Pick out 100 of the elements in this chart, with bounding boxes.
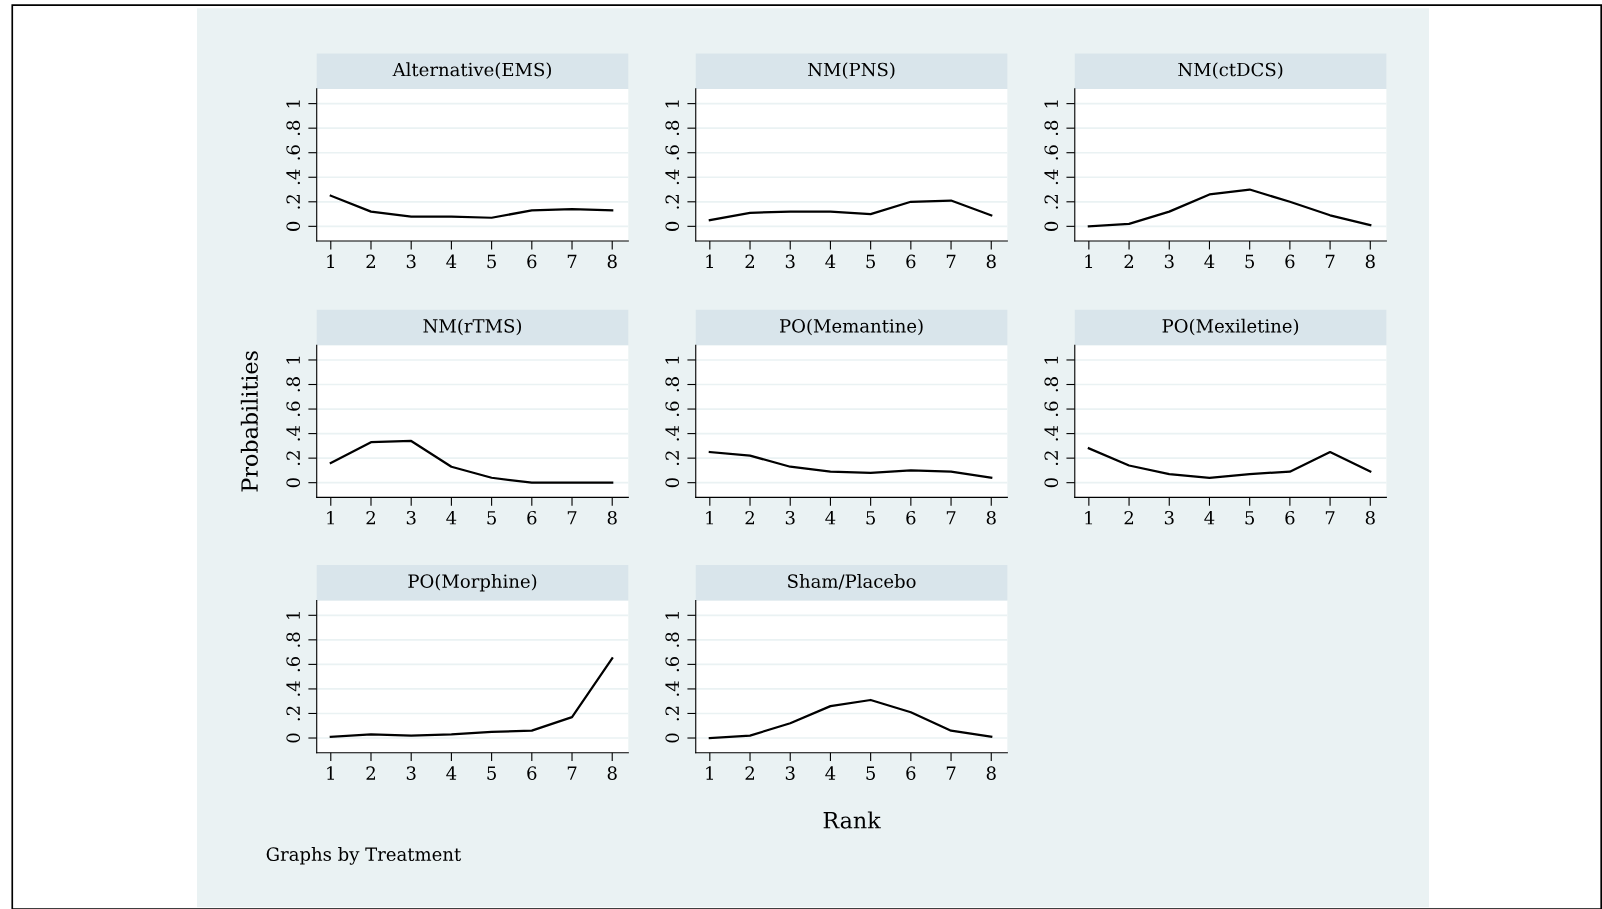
y-tick-label: .6 bbox=[286, 145, 301, 160]
x-tick-label: 6 bbox=[527, 766, 537, 780]
x-tick-label: 2 bbox=[1124, 254, 1134, 268]
y-tick-label: 0 bbox=[286, 733, 301, 743]
x-tick-label: 1 bbox=[1085, 254, 1093, 268]
y-tick-label: 1 bbox=[286, 100, 300, 108]
y-tick-label: 1 bbox=[665, 612, 679, 619]
line-series bbox=[708, 698, 993, 740]
y-tick-label: 0 bbox=[286, 478, 301, 488]
y-tick-label: .2 bbox=[286, 706, 301, 721]
x-tick-label: 3 bbox=[406, 254, 416, 269]
x-tick-label: 2 bbox=[745, 254, 754, 268]
x-tick-label: 7 bbox=[1325, 511, 1335, 525]
y-tick-label: .8 bbox=[1044, 377, 1059, 392]
x-tick-label: 1 bbox=[706, 766, 713, 780]
y-tick-label: 1 bbox=[665, 356, 679, 364]
line-series bbox=[1087, 447, 1372, 479]
x-tick-label: 8 bbox=[1365, 510, 1375, 525]
x-tick-label: 8 bbox=[607, 254, 617, 269]
y-tick-label: 1 bbox=[1044, 100, 1058, 108]
x-tick-label: 8 bbox=[986, 254, 996, 269]
y-tick-label: 0 bbox=[1044, 221, 1059, 231]
x-tick-label: 4 bbox=[1204, 510, 1215, 525]
y-tick-label: .8 bbox=[1044, 120, 1059, 136]
chart-title: NM(rTMS) bbox=[423, 318, 522, 336]
y-tick-label: 0 bbox=[286, 221, 301, 231]
x-tick-label: 4 bbox=[825, 766, 836, 780]
chart-title: NM(PNS) bbox=[808, 62, 895, 79]
x-tick-label: 2 bbox=[366, 510, 375, 525]
x-tick-label: 4 bbox=[446, 766, 457, 780]
y-tick-label: .4 bbox=[665, 425, 680, 441]
y-tick-label: .2 bbox=[665, 706, 680, 721]
chart-title: PO(Memantine) bbox=[780, 318, 923, 336]
x-tick-label: 5 bbox=[866, 254, 875, 269]
chart-title: NM(ctDCS) bbox=[1178, 62, 1283, 79]
y-tick-label: .4 bbox=[286, 169, 301, 185]
y-tick-label: .8 bbox=[665, 120, 680, 136]
y-tick-label: .6 bbox=[665, 401, 680, 416]
x-tick-label: 5 bbox=[866, 766, 875, 780]
x-axis-title: Rank bbox=[823, 811, 881, 829]
chart-title: PO(Mexiletine) bbox=[1162, 318, 1299, 336]
line-series bbox=[1087, 188, 1372, 228]
x-tick-label: 2 bbox=[745, 766, 754, 780]
y-tick-label: .2 bbox=[665, 451, 680, 466]
x-tick-label: 5 bbox=[1245, 254, 1255, 269]
y-tick-label: .4 bbox=[665, 169, 680, 185]
y-tick-label: .2 bbox=[286, 194, 301, 209]
y-tick-label: 1 bbox=[286, 356, 300, 364]
line-series bbox=[708, 450, 993, 479]
y-tick-label: .6 bbox=[286, 401, 301, 416]
x-tick-label: 2 bbox=[366, 766, 375, 780]
y-tick-label: .2 bbox=[1044, 194, 1059, 209]
x-tick-label: 3 bbox=[406, 510, 416, 525]
y-tick-label: .8 bbox=[286, 377, 301, 392]
x-tick-label: 1 bbox=[706, 254, 713, 268]
y-tick-label: .4 bbox=[286, 681, 301, 696]
x-tick-label: 4 bbox=[446, 254, 457, 268]
chart-title: PO(Morphine) bbox=[408, 574, 537, 592]
y-tick-label: 1 bbox=[286, 612, 300, 619]
x-tick-label: 7 bbox=[946, 766, 956, 780]
x-tick-label: 3 bbox=[406, 766, 416, 780]
y-tick-label: .8 bbox=[286, 632, 301, 647]
y-tick-label: .8 bbox=[665, 377, 680, 392]
x-tick-label: 7 bbox=[567, 766, 577, 780]
x-tick-label: 3 bbox=[785, 766, 795, 780]
x-tick-label: 7 bbox=[567, 511, 577, 525]
x-tick-label: 3 bbox=[1164, 254, 1174, 269]
x-tick-label: 7 bbox=[946, 254, 956, 268]
x-tick-label: 6 bbox=[906, 766, 916, 780]
x-tick-label: 5 bbox=[487, 511, 496, 525]
x-tick-label: 1 bbox=[706, 510, 713, 525]
line-series bbox=[329, 194, 614, 219]
x-tick-label: 5 bbox=[1245, 511, 1255, 525]
x-tick-label: 4 bbox=[1204, 254, 1215, 268]
chart-title: Sham/Placebo bbox=[788, 574, 916, 590]
y-tick-label: 1 bbox=[1044, 356, 1058, 364]
y-tick-label: .8 bbox=[665, 632, 680, 647]
y-tick-label: .2 bbox=[286, 451, 301, 466]
x-tick-label: 1 bbox=[327, 254, 334, 268]
line-series bbox=[329, 439, 614, 484]
x-tick-label: 8 bbox=[607, 510, 617, 525]
x-tick-label: 4 bbox=[825, 254, 836, 268]
y-tick-label: .8 bbox=[286, 120, 301, 136]
x-tick-label: 8 bbox=[986, 766, 996, 780]
line-series bbox=[329, 657, 614, 738]
x-tick-label: 4 bbox=[446, 510, 457, 525]
x-tick-label: 4 bbox=[825, 510, 836, 525]
x-tick-label: 7 bbox=[567, 254, 577, 268]
y-tick-label: .4 bbox=[286, 425, 301, 441]
y-tick-label: .2 bbox=[665, 194, 680, 209]
x-tick-label: 5 bbox=[487, 254, 496, 269]
y-tick-label: .4 bbox=[1044, 425, 1059, 441]
x-tick-label: 6 bbox=[527, 510, 537, 525]
y-tick-label: .6 bbox=[665, 656, 680, 672]
x-tick-label: 2 bbox=[366, 254, 375, 268]
x-tick-label: 6 bbox=[527, 254, 537, 269]
x-tick-label: 8 bbox=[607, 766, 617, 780]
x-tick-label: 6 bbox=[1285, 510, 1295, 525]
x-tick-label: 7 bbox=[1325, 254, 1335, 268]
chart-title: Alternative(EMS) bbox=[392, 62, 551, 79]
